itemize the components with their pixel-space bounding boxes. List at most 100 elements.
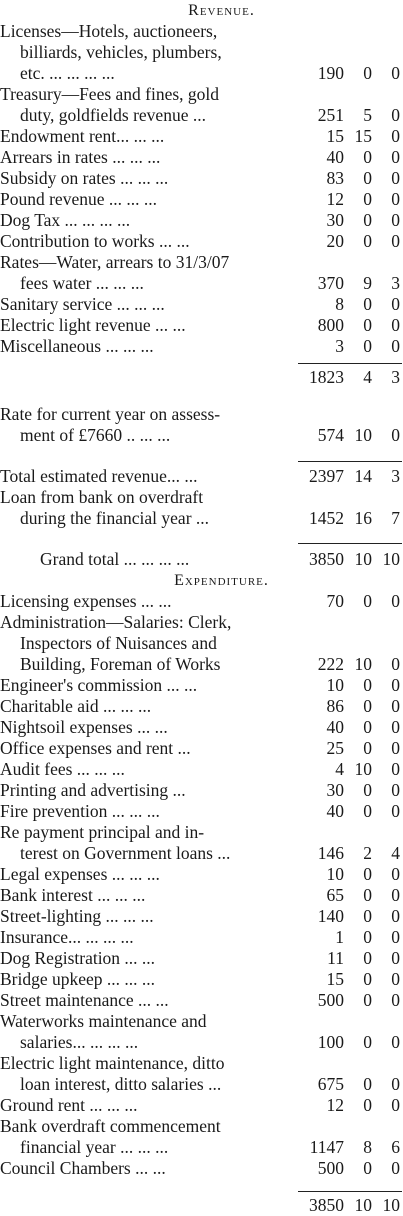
amount-pence: 0 [391, 591, 400, 611]
amount-pounds: 12 [326, 1095, 345, 1115]
entry-line: Ground rent ... ... ... [0, 1095, 138, 1115]
amount-shillings: 5 [363, 105, 372, 125]
expenditure-heading: Expenditure. [174, 572, 269, 589]
ledger-row: Electric light maintenance, ditto loan in… [0, 1053, 403, 1095]
amount-pounds: 83 [326, 168, 345, 188]
entry-line: Insurance... ... ... ... [0, 927, 134, 947]
amount-pounds: 86 [326, 696, 345, 716]
amount-shillings: 0 [363, 969, 372, 989]
ledger-row: Legal expenses ... ... ... 10 0 0 [0, 864, 403, 885]
amount-pence: 0 [391, 1074, 400, 1094]
amount-pounds: 800 [317, 315, 344, 335]
amount-pounds: 40 [326, 147, 345, 167]
revenue-list: Licenses—Hotels, auctioneers, billiards, … [0, 21, 403, 357]
grand-total-label: Grand total ... ... ... ... [40, 549, 190, 569]
amount-shillings: 0 [363, 864, 372, 884]
amount-shillings: 14 [354, 466, 373, 486]
amount-shillings: 10 [354, 549, 373, 569]
entry-line: Fire prevention ... ... ... [0, 801, 160, 821]
amount-shillings: 0 [363, 63, 372, 83]
amount-shillings: 0 [363, 591, 372, 611]
entry-line: Dog Tax ... ... ... ... [0, 210, 131, 230]
amount-pounds: 65 [326, 885, 345, 905]
entry-line: Legal expenses ... ... ... [0, 864, 160, 884]
amount-pence: 0 [391, 906, 400, 926]
amount-shillings: 0 [363, 948, 372, 968]
amount-pence: 0 [391, 654, 400, 674]
amount-pounds: 222 [317, 654, 344, 674]
amount-pence: 0 [391, 126, 400, 146]
amount-pounds: 40 [326, 801, 345, 821]
amount-pounds: 25 [326, 738, 345, 758]
entry-line: Nightsoil expenses ... ... [0, 717, 168, 737]
amount-shillings: 0 [363, 336, 372, 356]
amount-shillings: 10 [354, 425, 373, 445]
amount-shillings: 0 [363, 210, 372, 230]
entry-line: Total estimated revenue... ... [0, 466, 198, 486]
revenue-subtotal-row: 1823 4 3 [0, 363, 403, 388]
amount-shillings: 0 [363, 147, 372, 167]
amount-pence: 0 [391, 1158, 400, 1178]
amount-shillings: 0 [363, 675, 372, 695]
ledger-row: Waterworks maintenance and salaries... ..… [0, 1011, 403, 1053]
amount-pounds: 3 [335, 336, 344, 356]
ledger-row: Street-lighting ... ... ... 140 0 0 [0, 906, 403, 927]
entry-line: Street maintenance ... ... [0, 990, 169, 1010]
amount-shillings: 10 [354, 654, 373, 674]
amount-shillings: 0 [363, 906, 372, 926]
grand-total-rule [298, 543, 402, 544]
amount-shillings: 0 [363, 780, 372, 800]
amount-shillings: 0 [363, 189, 372, 209]
amount-pence: 0 [391, 864, 400, 884]
amount-pence: 0 [391, 990, 400, 1010]
ledger-row: Subsidy on rates ... ... ... 83 0 0 [0, 168, 403, 189]
entry-line: Bank interest ... ... ... [0, 885, 146, 905]
ledger-row: Charitable aid ... ... ... 86 0 0 [0, 696, 403, 717]
amount-pence: 0 [391, 948, 400, 968]
amount-pence: 0 [391, 231, 400, 251]
amount-pence: 0 [391, 425, 400, 445]
entry-line: Street-lighting ... ... ... [0, 906, 154, 926]
entry-line: Re payment principal and in- [0, 822, 205, 842]
amount-pounds: 146 [317, 843, 344, 863]
expenditure-list: Licensing expenses ... ... 70 0 0 Administra… [0, 591, 403, 1179]
amount-pence: 0 [391, 105, 400, 125]
amount-pence: 0 [391, 927, 400, 947]
amount-pounds: 11 [327, 948, 344, 968]
amount-pence: 0 [391, 675, 400, 695]
entry-line: during the financial year ... [20, 508, 210, 528]
entry-line: Arrears in rates ... ... ... [0, 147, 161, 167]
ledger-row: Sanitary service ... ... ... 8 0 0 [0, 294, 403, 315]
entry-line: Bank overdraft commencement [0, 1116, 221, 1136]
entry-line: Charitable aid ... ... ... [0, 696, 152, 716]
amount-pence: 0 [391, 315, 400, 335]
amount-pounds: 100 [317, 1032, 344, 1052]
amount-pounds: 140 [317, 906, 344, 926]
amount-pounds: 190 [317, 63, 344, 83]
total-rule [298, 461, 402, 462]
amount-pounds: 10 [326, 864, 345, 884]
ledger-row: Office expenses and rent ... 25 0 0 [0, 738, 403, 759]
amount-pounds: 70 [326, 591, 345, 611]
entry-line: Waterworks maintenance and [0, 1011, 207, 1031]
entry-line: Dog Registration ... ... [0, 948, 156, 968]
entry-line: Licensing expenses ... ... [0, 591, 172, 611]
amount-shillings: 0 [363, 168, 372, 188]
amount-pounds: 30 [326, 780, 345, 800]
amount-pence: 0 [391, 780, 400, 800]
amount-pounds: 30 [326, 210, 345, 230]
ledger-row: Rates—Water, arrears to 31/3/07 fees wate… [0, 252, 403, 294]
amount-shillings: 0 [363, 801, 372, 821]
entry-line: Contribution to works ... ... [0, 231, 190, 251]
entry-line: Administration—Salaries: Clerk, [0, 612, 232, 632]
ledger-row: Administration—Salaries: Clerk, Inspector… [0, 612, 403, 675]
ledger-row: Street maintenance ... ... 500 0 0 [0, 990, 403, 1011]
amount-shillings: 16 [354, 508, 373, 528]
ledger-row: Bank interest ... ... ... 65 0 0 [0, 885, 403, 906]
ledger-row: Miscellaneous ... ... ... 3 0 0 [0, 336, 403, 357]
amount-pounds: 3850 [309, 549, 344, 569]
entry-line: Sanitary service ... ... ... [0, 294, 165, 314]
amount-shillings: 0 [363, 696, 372, 716]
amount-pence: 0 [391, 147, 400, 167]
